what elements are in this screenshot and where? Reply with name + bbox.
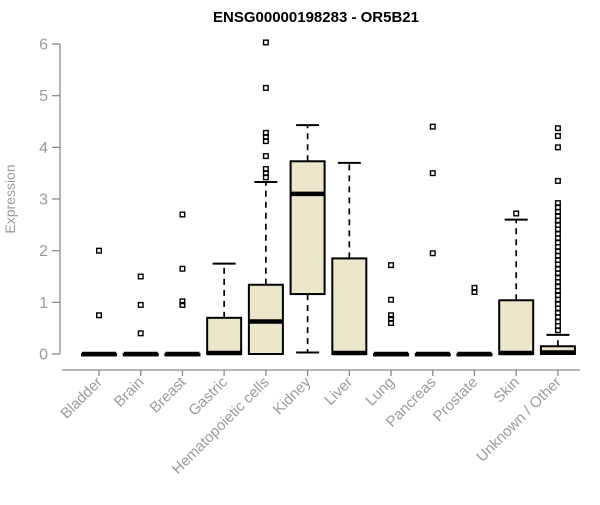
outlier-point — [429, 170, 436, 177]
box-prostate — [456, 284, 493, 357]
y-tick-label: 2 — [39, 243, 48, 260]
outlier-point — [388, 262, 395, 269]
outlier-point — [388, 296, 395, 303]
y-tick-label: 1 — [39, 295, 48, 312]
outlier-point — [262, 39, 269, 46]
iqr-box — [289, 160, 326, 296]
outlier-point — [554, 125, 561, 132]
outlier-point — [179, 265, 186, 272]
outlier-point — [554, 327, 561, 334]
outlier-point — [554, 265, 561, 272]
x-tick-label: Prostate — [430, 374, 482, 426]
outlier-point — [388, 312, 395, 319]
outlier-point — [429, 250, 436, 257]
outlier-point — [95, 247, 102, 254]
box-lung — [373, 262, 410, 357]
outlier-point — [388, 315, 395, 322]
box-skin — [498, 210, 535, 356]
outlier-point — [179, 301, 186, 308]
y-axis: 0 1 2 3 4 5 6 — [39, 37, 61, 364]
y-tick-label: 4 — [39, 140, 48, 157]
iqr-box — [498, 299, 535, 355]
outlier-point — [179, 298, 186, 305]
outlier-point — [554, 221, 561, 228]
iqr-box — [206, 316, 243, 356]
outlier-point — [554, 274, 561, 281]
iqr-box — [331, 257, 368, 355]
outlier-point — [262, 166, 269, 173]
outlier-point — [554, 300, 561, 307]
y-tick-label: 0 — [39, 347, 48, 364]
outlier-point — [554, 283, 561, 290]
outlier-point — [471, 284, 478, 291]
outlier-point — [262, 129, 269, 136]
box-hematopoietic-cells — [247, 39, 284, 355]
box-gastric — [206, 262, 243, 356]
box-unknown-other — [539, 125, 576, 355]
y-tick-label: 3 — [39, 192, 48, 209]
x-tick-label: Liver — [321, 374, 356, 409]
outlier-point — [554, 248, 561, 255]
y-tick-label: 5 — [39, 88, 48, 105]
box-pancreas — [414, 123, 451, 357]
y-axis-label: Expression — [2, 164, 18, 233]
outlier-point — [554, 204, 561, 211]
plot-root: 0 1 2 3 4 5 6 Bladder Brain BreastGastricHematopo… — [39, 37, 580, 478]
chart-title: ENSG00000198283 - OR5B21 — [213, 9, 419, 26]
outlier-point — [554, 177, 561, 184]
box-brain — [122, 273, 159, 357]
outlier-point — [179, 211, 186, 218]
box-breast — [164, 211, 201, 357]
outlier-point — [429, 123, 436, 130]
y-tick-label: 6 — [39, 37, 48, 54]
x-tick-label: Skin — [490, 374, 523, 407]
x-tick-label: Bladder — [57, 374, 106, 423]
outlier-point — [554, 230, 561, 237]
box-bladder — [81, 247, 117, 357]
outlier-point — [554, 132, 561, 139]
outlier-point — [554, 144, 561, 151]
outlier-point — [554, 256, 561, 263]
outlier-point — [137, 330, 144, 337]
outlier-point — [95, 312, 102, 319]
outlier-point — [554, 309, 561, 316]
outlier-point — [554, 213, 561, 220]
outlier-point — [262, 84, 269, 91]
box-kidney — [289, 124, 326, 354]
outlier-point — [262, 153, 269, 160]
outlier-point — [554, 318, 561, 325]
x-tick-label: Kidney — [270, 373, 315, 418]
outlier-point — [554, 239, 561, 246]
outlier-point — [137, 273, 144, 280]
x-tick-label: Lung — [362, 374, 398, 410]
outlier-point — [554, 292, 561, 299]
box-liver — [331, 161, 368, 356]
x-tick-label: Brain — [111, 374, 148, 411]
outlier-point — [513, 210, 520, 217]
x-tick-label: Breast — [147, 373, 190, 416]
outlier-point — [137, 301, 144, 308]
